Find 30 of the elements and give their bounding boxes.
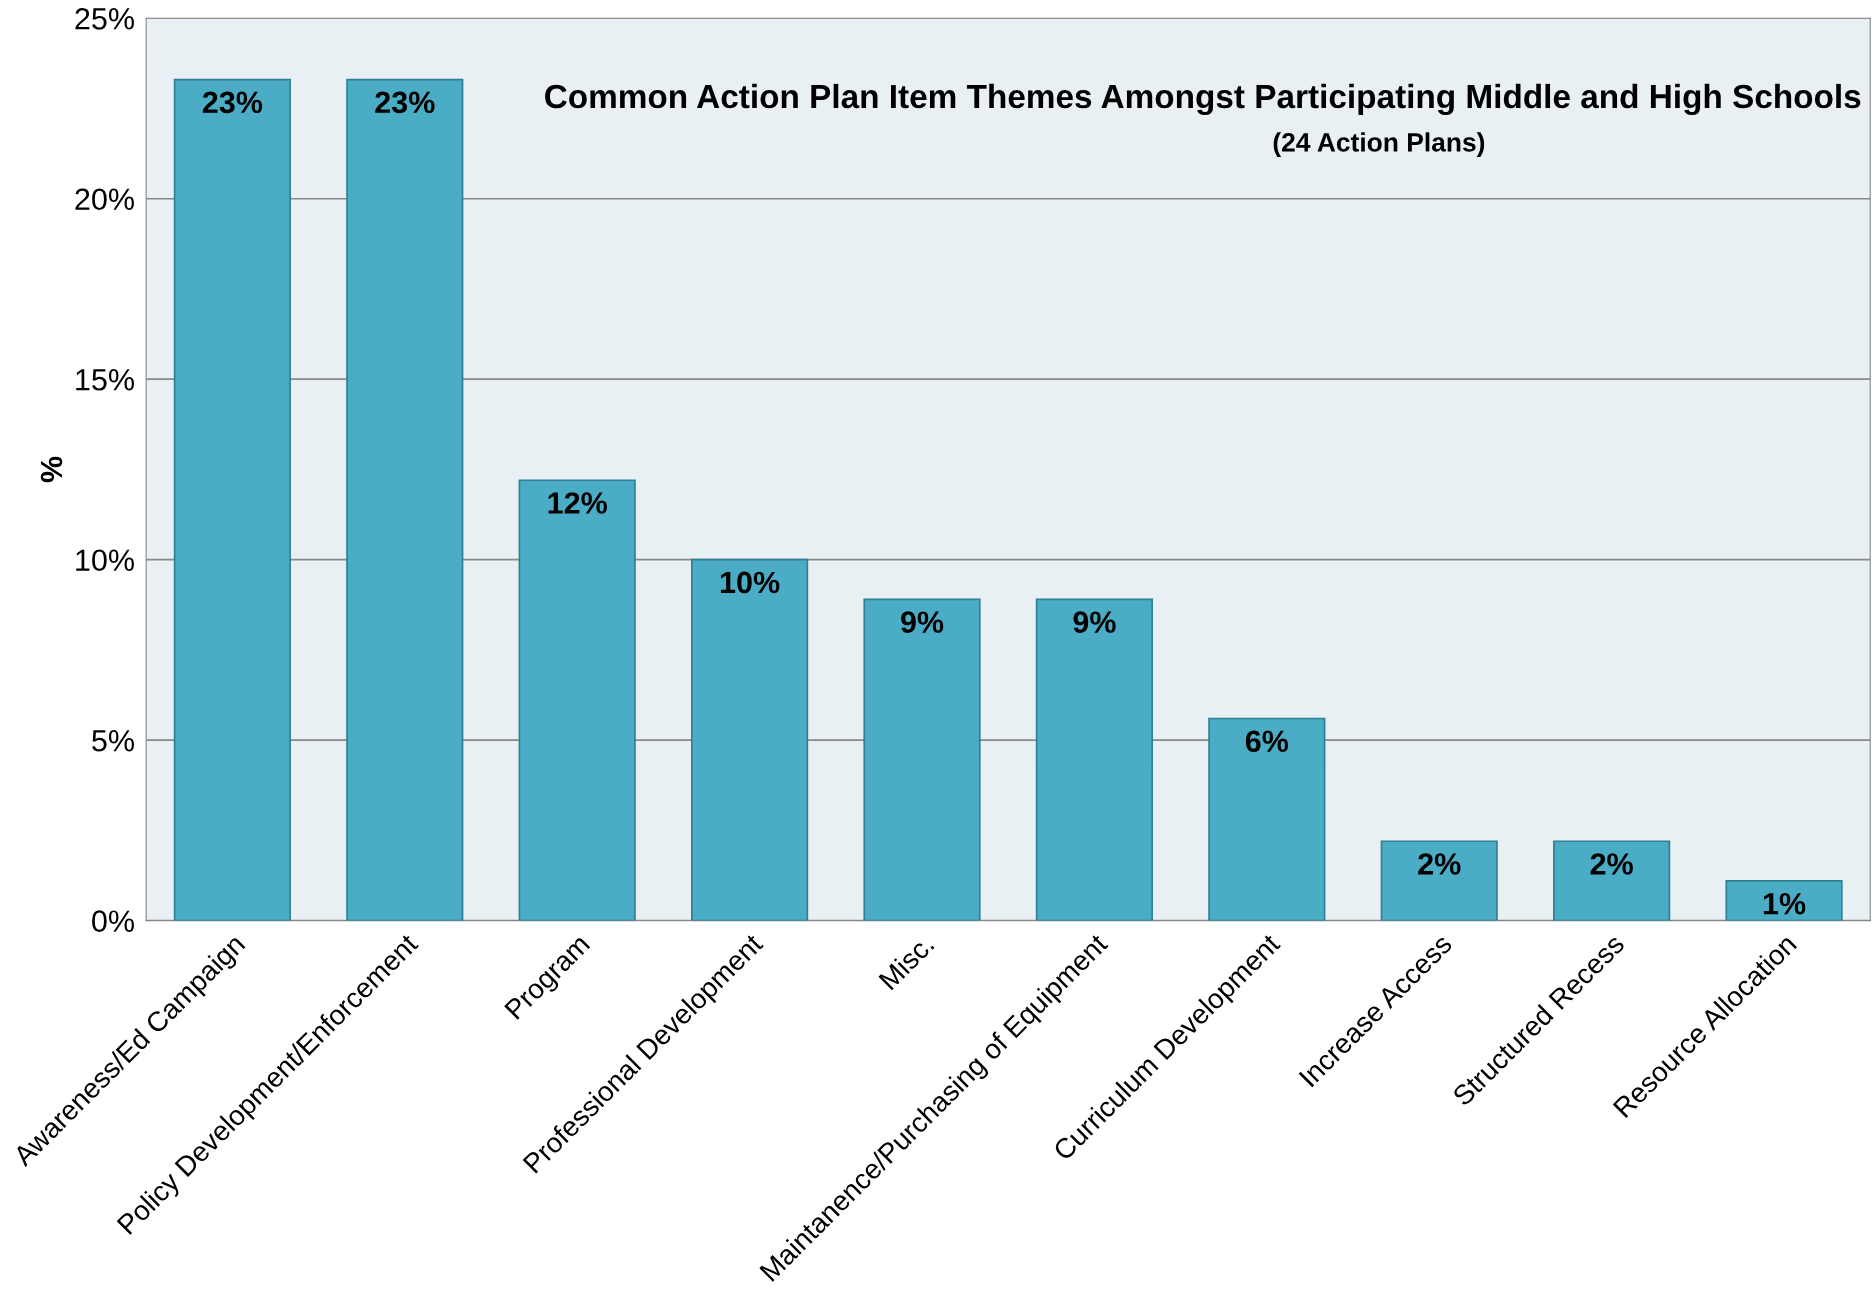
bar	[1380, 840, 1498, 921]
bar	[691, 558, 809, 921]
data-label: 2%	[1590, 853, 1633, 875]
data-label: 9%	[1073, 611, 1116, 633]
text: Common Action Plan Item Themes Amongst Participating Middle and High Schools	[545, 83, 1861, 116]
data-label: 2%	[1418, 853, 1461, 875]
bar	[518, 479, 636, 921]
data-label: 10%	[720, 571, 780, 594]
y-tick-label: 10%	[76, 549, 134, 572]
x-tick-label: Misc.	[877, 933, 935, 991]
y-tick-label: 20%	[75, 188, 134, 211]
y-tick-label: 25%	[75, 7, 134, 30]
data-label: 9%	[900, 611, 944, 633]
y-tick-label: 0%	[92, 910, 134, 932]
data-label: 12%	[548, 492, 607, 514]
bar	[1725, 880, 1843, 921]
bar	[863, 598, 981, 921]
data-label: 23%	[375, 91, 435, 114]
y-axis-title: %	[40, 456, 63, 483]
y-tick-label: 5%	[92, 730, 134, 752]
bar	[1035, 598, 1154, 921]
y-tick-label: 15%	[76, 369, 134, 391]
text: (24 Action Plans)	[1273, 132, 1485, 157]
bar	[1208, 717, 1326, 921]
data-label: 6%	[1245, 730, 1289, 753]
data-label: 23%	[202, 91, 263, 114]
bar	[173, 78, 291, 921]
bar	[346, 78, 464, 921]
bar	[1553, 840, 1671, 921]
data-label: 1%	[1763, 892, 1806, 915]
